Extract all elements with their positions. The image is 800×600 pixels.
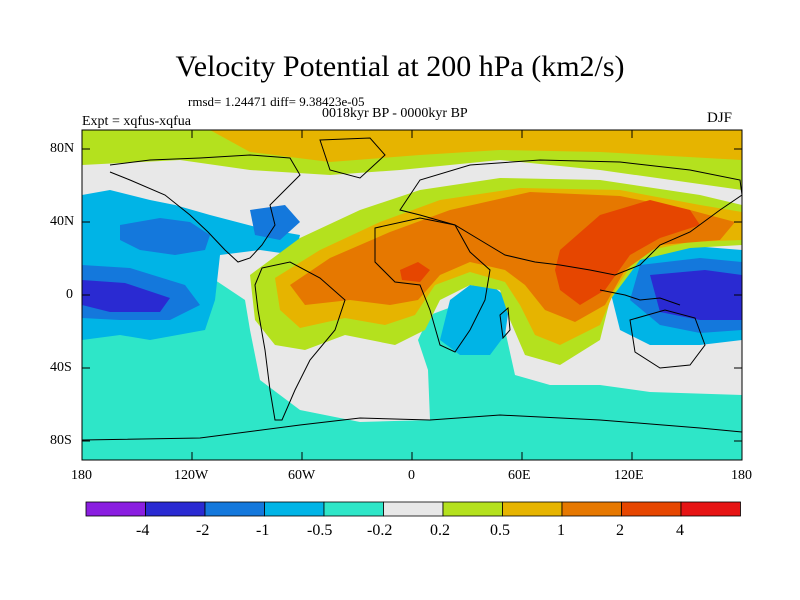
colorbar-box-8: [561, 501, 622, 517]
coast-north-america: [109, 154, 301, 263]
colorbar-box-4: [323, 501, 384, 517]
ytick-label-40s: 40S: [50, 360, 72, 375]
period-label: 0018kyr BP - 0000kyr BP: [322, 106, 468, 121]
colorbar-label-3: -0.5: [307, 522, 333, 539]
xtick-label-120w: 120W: [174, 468, 209, 483]
ytick-label-0: 0: [66, 287, 73, 302]
xtick-label-120e: 120E: [614, 468, 644, 483]
colorbar-label-7: 1: [557, 522, 565, 539]
ytick-label-80s: 80S: [50, 433, 72, 448]
colorbar-box-1: [145, 501, 206, 517]
colorbar-label-4: -0.2: [367, 522, 393, 539]
ytick-label-80n: 80N: [50, 141, 75, 156]
ytick-label-40n: 40N: [50, 214, 75, 229]
coast-africa: [374, 217, 491, 353]
colorbar-label-6: 0.5: [490, 522, 510, 539]
field-midblue-america: [250, 205, 300, 240]
coastlines: [82, 137, 742, 441]
coast-indonesia: [599, 289, 681, 306]
coast-greenland: [319, 137, 386, 179]
colorbar-label-9: 4: [676, 522, 684, 539]
colorbar-box-2: [204, 501, 265, 517]
contour-fields: [82, 130, 742, 460]
colorbar-label-1: -2: [196, 522, 210, 539]
colorbar-label-0: -4: [136, 522, 150, 539]
colorbar-box-0: [85, 501, 146, 517]
field-cyan-south: [82, 130, 742, 460]
field-redorange-africa: [400, 262, 430, 282]
xtick-label-180w: 180: [71, 468, 92, 483]
experiment-label: Expt = xqfus-xqfua: [82, 114, 191, 129]
colorbar-box-5: [383, 501, 444, 517]
field-gold-north: [210, 130, 742, 162]
xtick-label-60w: 60W: [288, 468, 316, 483]
map-title: Velocity Potential at 200 hPa (km2/s): [175, 50, 625, 83]
coast-madagascar: [499, 306, 511, 340]
field-darkblue-spac: [82, 280, 170, 312]
xtick-label-60e: 60E: [508, 468, 531, 483]
colorbar-box-7: [502, 501, 563, 517]
field-midblue-npac: [120, 218, 210, 255]
field-darkblue-wpac: [650, 270, 742, 320]
colorbar-label-5: 0.2: [430, 522, 450, 539]
colorbar-box-10: [680, 501, 741, 517]
coast-antarctica: [82, 414, 742, 441]
axis-ticks: [82, 130, 742, 460]
rmsd-stats: rmsd= 1.24471 diff= 9.38423e-05: [188, 94, 365, 109]
coast-australia: [629, 309, 706, 369]
colorbar-label-8: 2: [616, 522, 624, 539]
colorbar-box-9: [621, 501, 682, 517]
field-redorange-core: [555, 200, 700, 305]
xtick-label-0: 0: [408, 468, 415, 483]
xtick-label-180e: 180: [731, 468, 752, 483]
colorbar: [85, 501, 741, 517]
colorbar-label-2: -1: [256, 522, 270, 539]
season-label: DJF: [707, 110, 733, 126]
coast-eurasia: [399, 159, 742, 276]
coast-south-america: [254, 261, 346, 421]
colorbar-box-6: [442, 501, 503, 517]
colorbar-box-3: [264, 501, 325, 517]
